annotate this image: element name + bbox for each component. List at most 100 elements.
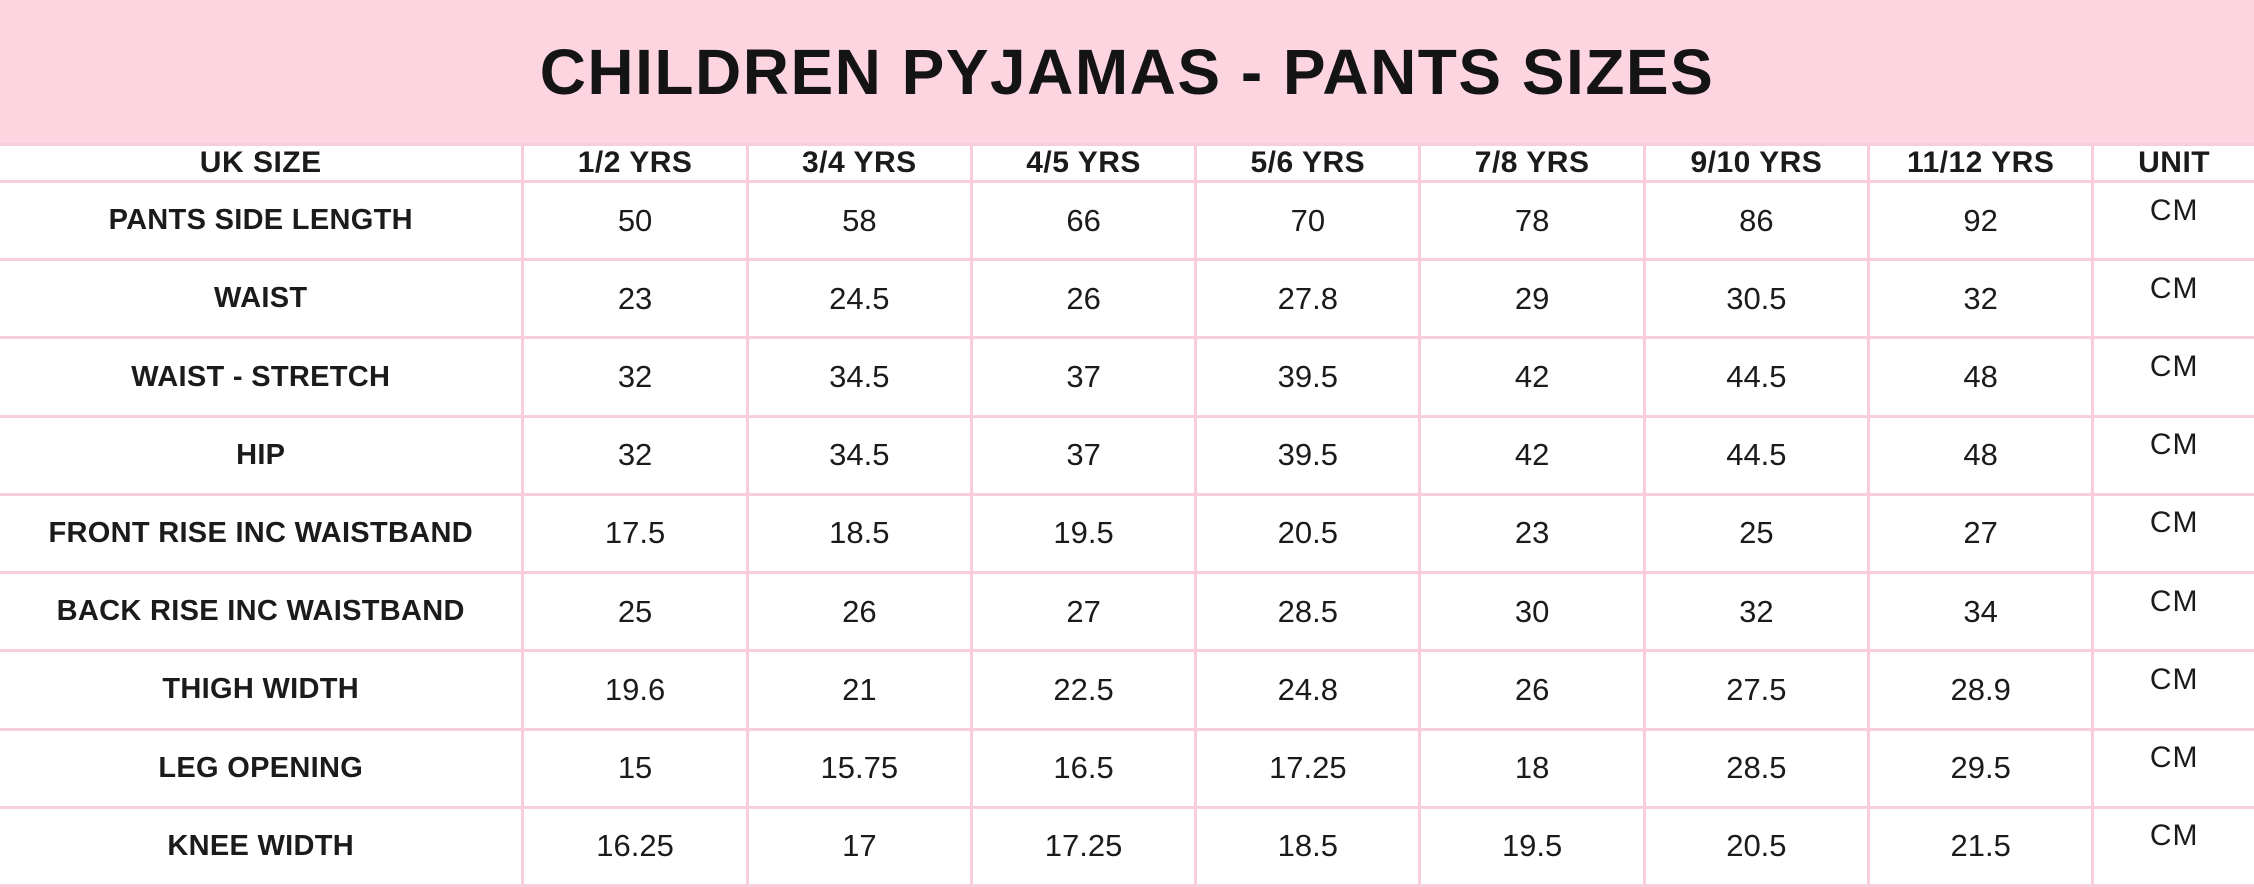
row-label: WAIST bbox=[0, 258, 525, 340]
row-label: FRONT RISE INC WAISTBAND bbox=[0, 492, 525, 575]
size-value: 44.5 bbox=[1642, 414, 1871, 496]
size-value: 32 bbox=[1642, 571, 1871, 653]
size-value: 92 bbox=[1867, 179, 2095, 262]
unit-label: CM bbox=[2149, 428, 2199, 462]
size-value: 34.5 bbox=[745, 414, 973, 496]
column-header-1-2-yrs: 1/2 YRS bbox=[521, 144, 749, 183]
column-header-7-8-yrs: 7/8 YRS bbox=[1418, 144, 1646, 183]
size-value: 34.5 bbox=[745, 336, 973, 418]
size-value: 32 bbox=[521, 336, 749, 418]
title-band: CHILDREN PYJAMAS - PANTS SIZES bbox=[0, 0, 2254, 143]
size-value: 17.5 bbox=[521, 492, 749, 575]
size-value: 25 bbox=[1642, 492, 1871, 575]
unit-label: CM bbox=[2149, 819, 2199, 853]
size-value: 24.5 bbox=[745, 258, 973, 340]
table-row: WAIST 23 24.5 26 27.8 29 30.5 32 CM bbox=[0, 258, 2254, 340]
row-label: KNEE WIDTH bbox=[0, 805, 525, 887]
page-title: CHILDREN PYJAMAS - PANTS SIZES bbox=[539, 35, 1715, 108]
row-label: WAIST - STRETCH bbox=[0, 336, 525, 418]
size-value: 23 bbox=[1418, 492, 1646, 575]
row-label: BACK RISE INC WAISTBAND bbox=[0, 571, 525, 653]
size-value: 78 bbox=[1418, 179, 1646, 262]
size-value: 39.5 bbox=[1194, 336, 1422, 418]
size-value: 30.5 bbox=[1642, 258, 1871, 340]
size-value: 26 bbox=[1418, 649, 1646, 731]
size-value: 20.5 bbox=[1194, 492, 1422, 575]
column-header-9-10-yrs: 9/10 YRS bbox=[1642, 144, 1871, 183]
size-value: 20.5 bbox=[1642, 805, 1871, 887]
size-value: 19.6 bbox=[521, 649, 749, 731]
size-value: 17 bbox=[745, 805, 973, 887]
size-value: 23 bbox=[521, 258, 749, 340]
unit-value: CM bbox=[2091, 649, 2254, 731]
size-value: 86 bbox=[1642, 179, 1871, 262]
size-value: 25 bbox=[521, 571, 749, 653]
size-value: 37 bbox=[969, 414, 1198, 496]
row-label: THIGH WIDTH bbox=[0, 649, 525, 731]
unit-value: CM bbox=[2091, 258, 2254, 340]
size-value: 18 bbox=[1418, 727, 1646, 809]
size-value: 66 bbox=[969, 179, 1198, 262]
table-row: LEG OPENING 15 15.75 16.5 17.25 18 28.5 29.5 CM bbox=[0, 727, 2254, 809]
table-row: WAIST - STRETCH 32 34.5 37 39.5 42 44.5 48 CM bbox=[0, 336, 2254, 418]
size-value: 15.75 bbox=[745, 727, 973, 809]
size-value: 21 bbox=[745, 649, 973, 731]
unit-label: CM bbox=[2149, 584, 2199, 618]
size-value: 22.5 bbox=[969, 649, 1198, 731]
size-value: 19.5 bbox=[1418, 805, 1646, 887]
table-row: HIP 32 34.5 37 39.5 42 44.5 48 CM bbox=[0, 414, 2254, 496]
size-value: 19.5 bbox=[969, 492, 1198, 575]
size-value: 17.25 bbox=[969, 805, 1198, 887]
size-value: 26 bbox=[745, 571, 973, 653]
size-value: 28.9 bbox=[1867, 649, 2095, 731]
size-value: 32 bbox=[521, 414, 749, 496]
size-value: 24.8 bbox=[1194, 649, 1422, 731]
column-header-unit: UNIT bbox=[2091, 144, 2254, 183]
row-label: LEG OPENING bbox=[0, 727, 525, 809]
size-value: 15 bbox=[521, 727, 749, 809]
unit-value: CM bbox=[2091, 414, 2254, 496]
size-value: 34 bbox=[1867, 571, 2095, 653]
size-chart-body: PANTS SIDE LENGTH 50 58 66 70 78 86 92 CM WAIST 23… bbox=[0, 179, 2254, 887]
size-value: 28.5 bbox=[1194, 571, 1422, 653]
table-row: KNEE WIDTH 16.25 17 17.25 18.5 19.5 20.5 21.5 CM bbox=[0, 805, 2254, 887]
size-value: 37 bbox=[969, 336, 1198, 418]
column-header-5-6-yrs: 5/6 YRS bbox=[1194, 144, 1422, 183]
size-value: 27 bbox=[1867, 492, 2095, 575]
size-value: 16.5 bbox=[969, 727, 1198, 809]
unit-value: CM bbox=[2091, 727, 2254, 809]
size-value: 17.25 bbox=[1194, 727, 1422, 809]
unit-label: CM bbox=[2149, 506, 2199, 540]
size-value: 48 bbox=[1867, 414, 2095, 496]
size-value: 48 bbox=[1867, 336, 2095, 418]
size-value: 50 bbox=[521, 179, 749, 262]
unit-value: CM bbox=[2091, 805, 2254, 887]
size-value: 16.25 bbox=[521, 805, 749, 887]
unit-label: CM bbox=[2149, 350, 2199, 384]
size-chart-table: UK SIZE 1/2 YRS 3/4 YRS 4/5 YRS 5/6 YRS 7/8 Y… bbox=[0, 143, 2254, 887]
table-row: PANTS SIDE LENGTH 50 58 66 70 78 86 92 CM bbox=[0, 179, 2254, 262]
size-value: 39.5 bbox=[1194, 414, 1422, 496]
size-value: 44.5 bbox=[1642, 336, 1871, 418]
column-header-11-12-yrs: 11/12 YRS bbox=[1867, 144, 2095, 183]
column-header-uk-size: UK SIZE bbox=[0, 144, 525, 183]
size-value: 27 bbox=[969, 571, 1198, 653]
unit-value: CM bbox=[2091, 179, 2254, 262]
unit-label: CM bbox=[2149, 271, 2199, 305]
size-value: 28.5 bbox=[1642, 727, 1871, 809]
size-value: 30 bbox=[1418, 571, 1646, 653]
size-value: 21.5 bbox=[1867, 805, 2095, 887]
size-value: 29.5 bbox=[1867, 727, 2095, 809]
size-value: 70 bbox=[1194, 179, 1422, 262]
unit-label: CM bbox=[2149, 662, 2199, 696]
size-value: 42 bbox=[1418, 336, 1646, 418]
column-header-4-5-yrs: 4/5 YRS bbox=[969, 144, 1198, 183]
size-value: 42 bbox=[1418, 414, 1646, 496]
table-row: BACK RISE INC WAISTBAND 25 26 27 28.5 30 32 34 C… bbox=[0, 571, 2254, 653]
unit-label: CM bbox=[2149, 193, 2199, 227]
size-value: 18.5 bbox=[1194, 805, 1422, 887]
size-value: 27.5 bbox=[1642, 649, 1871, 731]
size-value: 18.5 bbox=[745, 492, 973, 575]
size-value: 27.8 bbox=[1194, 258, 1422, 340]
row-label: PANTS SIDE LENGTH bbox=[0, 179, 525, 262]
